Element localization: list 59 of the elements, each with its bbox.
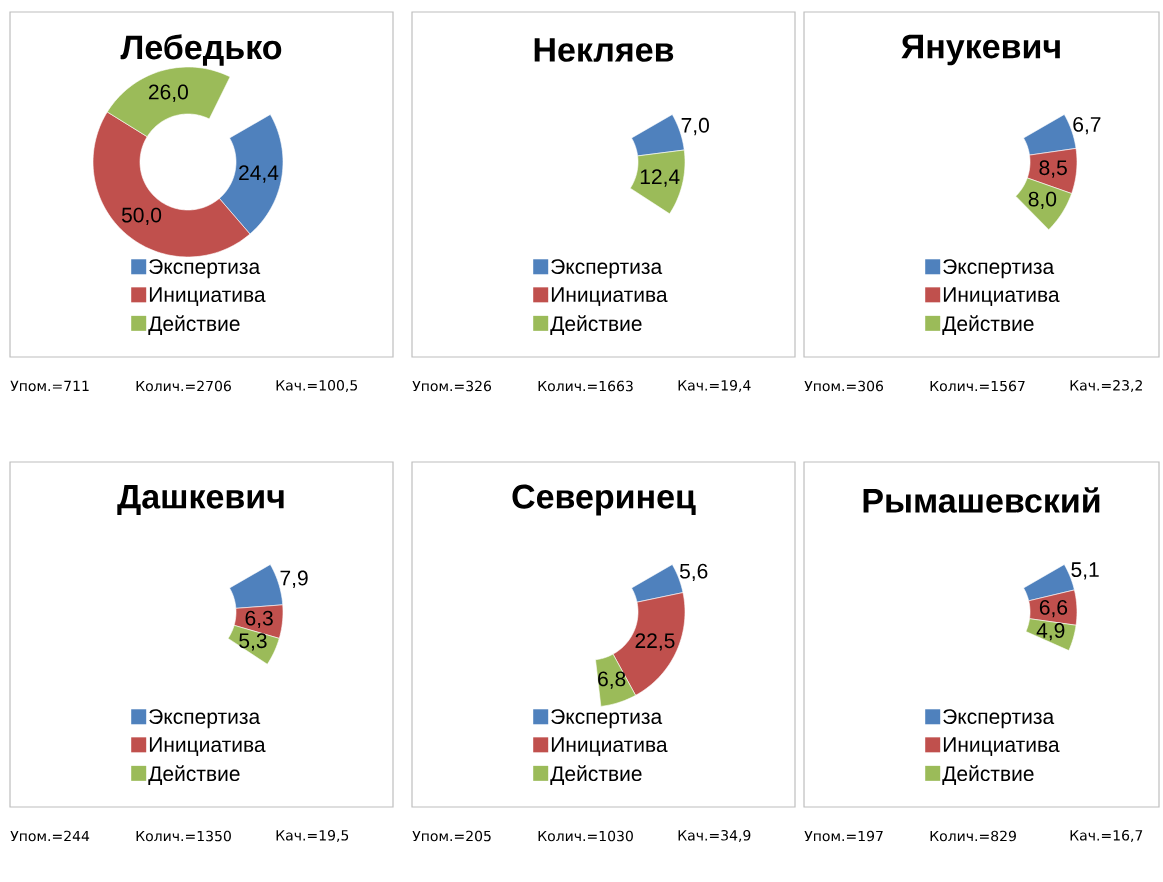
text: Кач.=16,7	[1070, 829, 1143, 843]
legend-label: Экспертиза	[551, 259, 663, 279]
text: Колич.=1663	[538, 380, 633, 392]
text: Упом.=205	[412, 830, 491, 842]
data-label: 8,0	[1028, 191, 1057, 209]
legend-label: Действие	[942, 315, 1034, 336]
legend-label: Действие	[550, 315, 642, 336]
legend-label: Действие	[148, 315, 240, 336]
data-label: 50,0	[121, 207, 162, 225]
chart-title: Северинец	[512, 484, 696, 516]
text: Колич.=1350	[136, 830, 231, 842]
chart-title: Янукевич	[901, 34, 1060, 66]
data-label: 4,9	[1036, 623, 1065, 641]
text: Упом.=326	[412, 380, 492, 392]
data-label: 22,5	[635, 633, 675, 651]
text: Кач.=19,5	[276, 829, 349, 843]
text: Колич.=1567	[930, 380, 1025, 392]
legend-label: Инициатива	[149, 737, 266, 756]
legend-label: Экспертиза	[943, 709, 1055, 729]
data-label: 6,3	[245, 610, 273, 629]
text: Кач.=100,5	[276, 379, 358, 393]
chart-title: Рымашевский	[863, 487, 1100, 513]
text: Кач.=34,9	[678, 829, 751, 843]
legend-label: Инициатива	[551, 737, 668, 756]
data-label: 5,3	[239, 633, 267, 651]
legend-label: Инициатива	[149, 287, 266, 306]
text: Колич.=2706	[136, 380, 231, 392]
chart-title: Дашкевич	[117, 484, 284, 516]
data-label: 12,4	[640, 169, 680, 187]
data-label: 7,9	[280, 570, 308, 588]
text: Упом.=711	[10, 380, 89, 392]
data-label: 6,7	[1073, 116, 1101, 135]
legend-label: Экспертиза	[149, 709, 261, 729]
legend-label: Действие	[942, 765, 1034, 786]
data-label: 26,0	[148, 84, 188, 102]
text: Кач.=23,2	[1070, 379, 1142, 393]
legend-label: Экспертиза	[943, 259, 1055, 279]
text: Упом.=197	[804, 830, 883, 842]
data-label: 6,8	[598, 671, 626, 689]
legend-label: Инициатива	[943, 287, 1060, 306]
data-label: 5,1	[1071, 562, 1099, 580]
text: Колич.=829	[930, 830, 1016, 842]
legend-label: Действие	[148, 765, 240, 786]
data-label: 24,4	[239, 165, 279, 183]
chart-title: Некляев	[534, 38, 674, 62]
data-label: 7,0	[681, 117, 709, 136]
chart-title: Лебедько	[120, 34, 282, 66]
text: Упом.=244	[10, 830, 90, 842]
legend-label: Инициатива	[943, 737, 1060, 756]
text: Упом.=306	[804, 380, 884, 392]
data-label: 8,5	[1039, 160, 1067, 178]
data-label: 6,6	[1039, 599, 1068, 618]
legend-label: Инициатива	[551, 287, 668, 306]
data-label: 5,6	[679, 563, 708, 582]
legend-label: Экспертиза	[149, 259, 261, 279]
legend-label: Действие	[550, 765, 642, 786]
text: Колич.=1030	[538, 830, 633, 842]
legend-label: Экспертиза	[551, 709, 663, 729]
text: Кач.=19,4	[678, 379, 751, 393]
